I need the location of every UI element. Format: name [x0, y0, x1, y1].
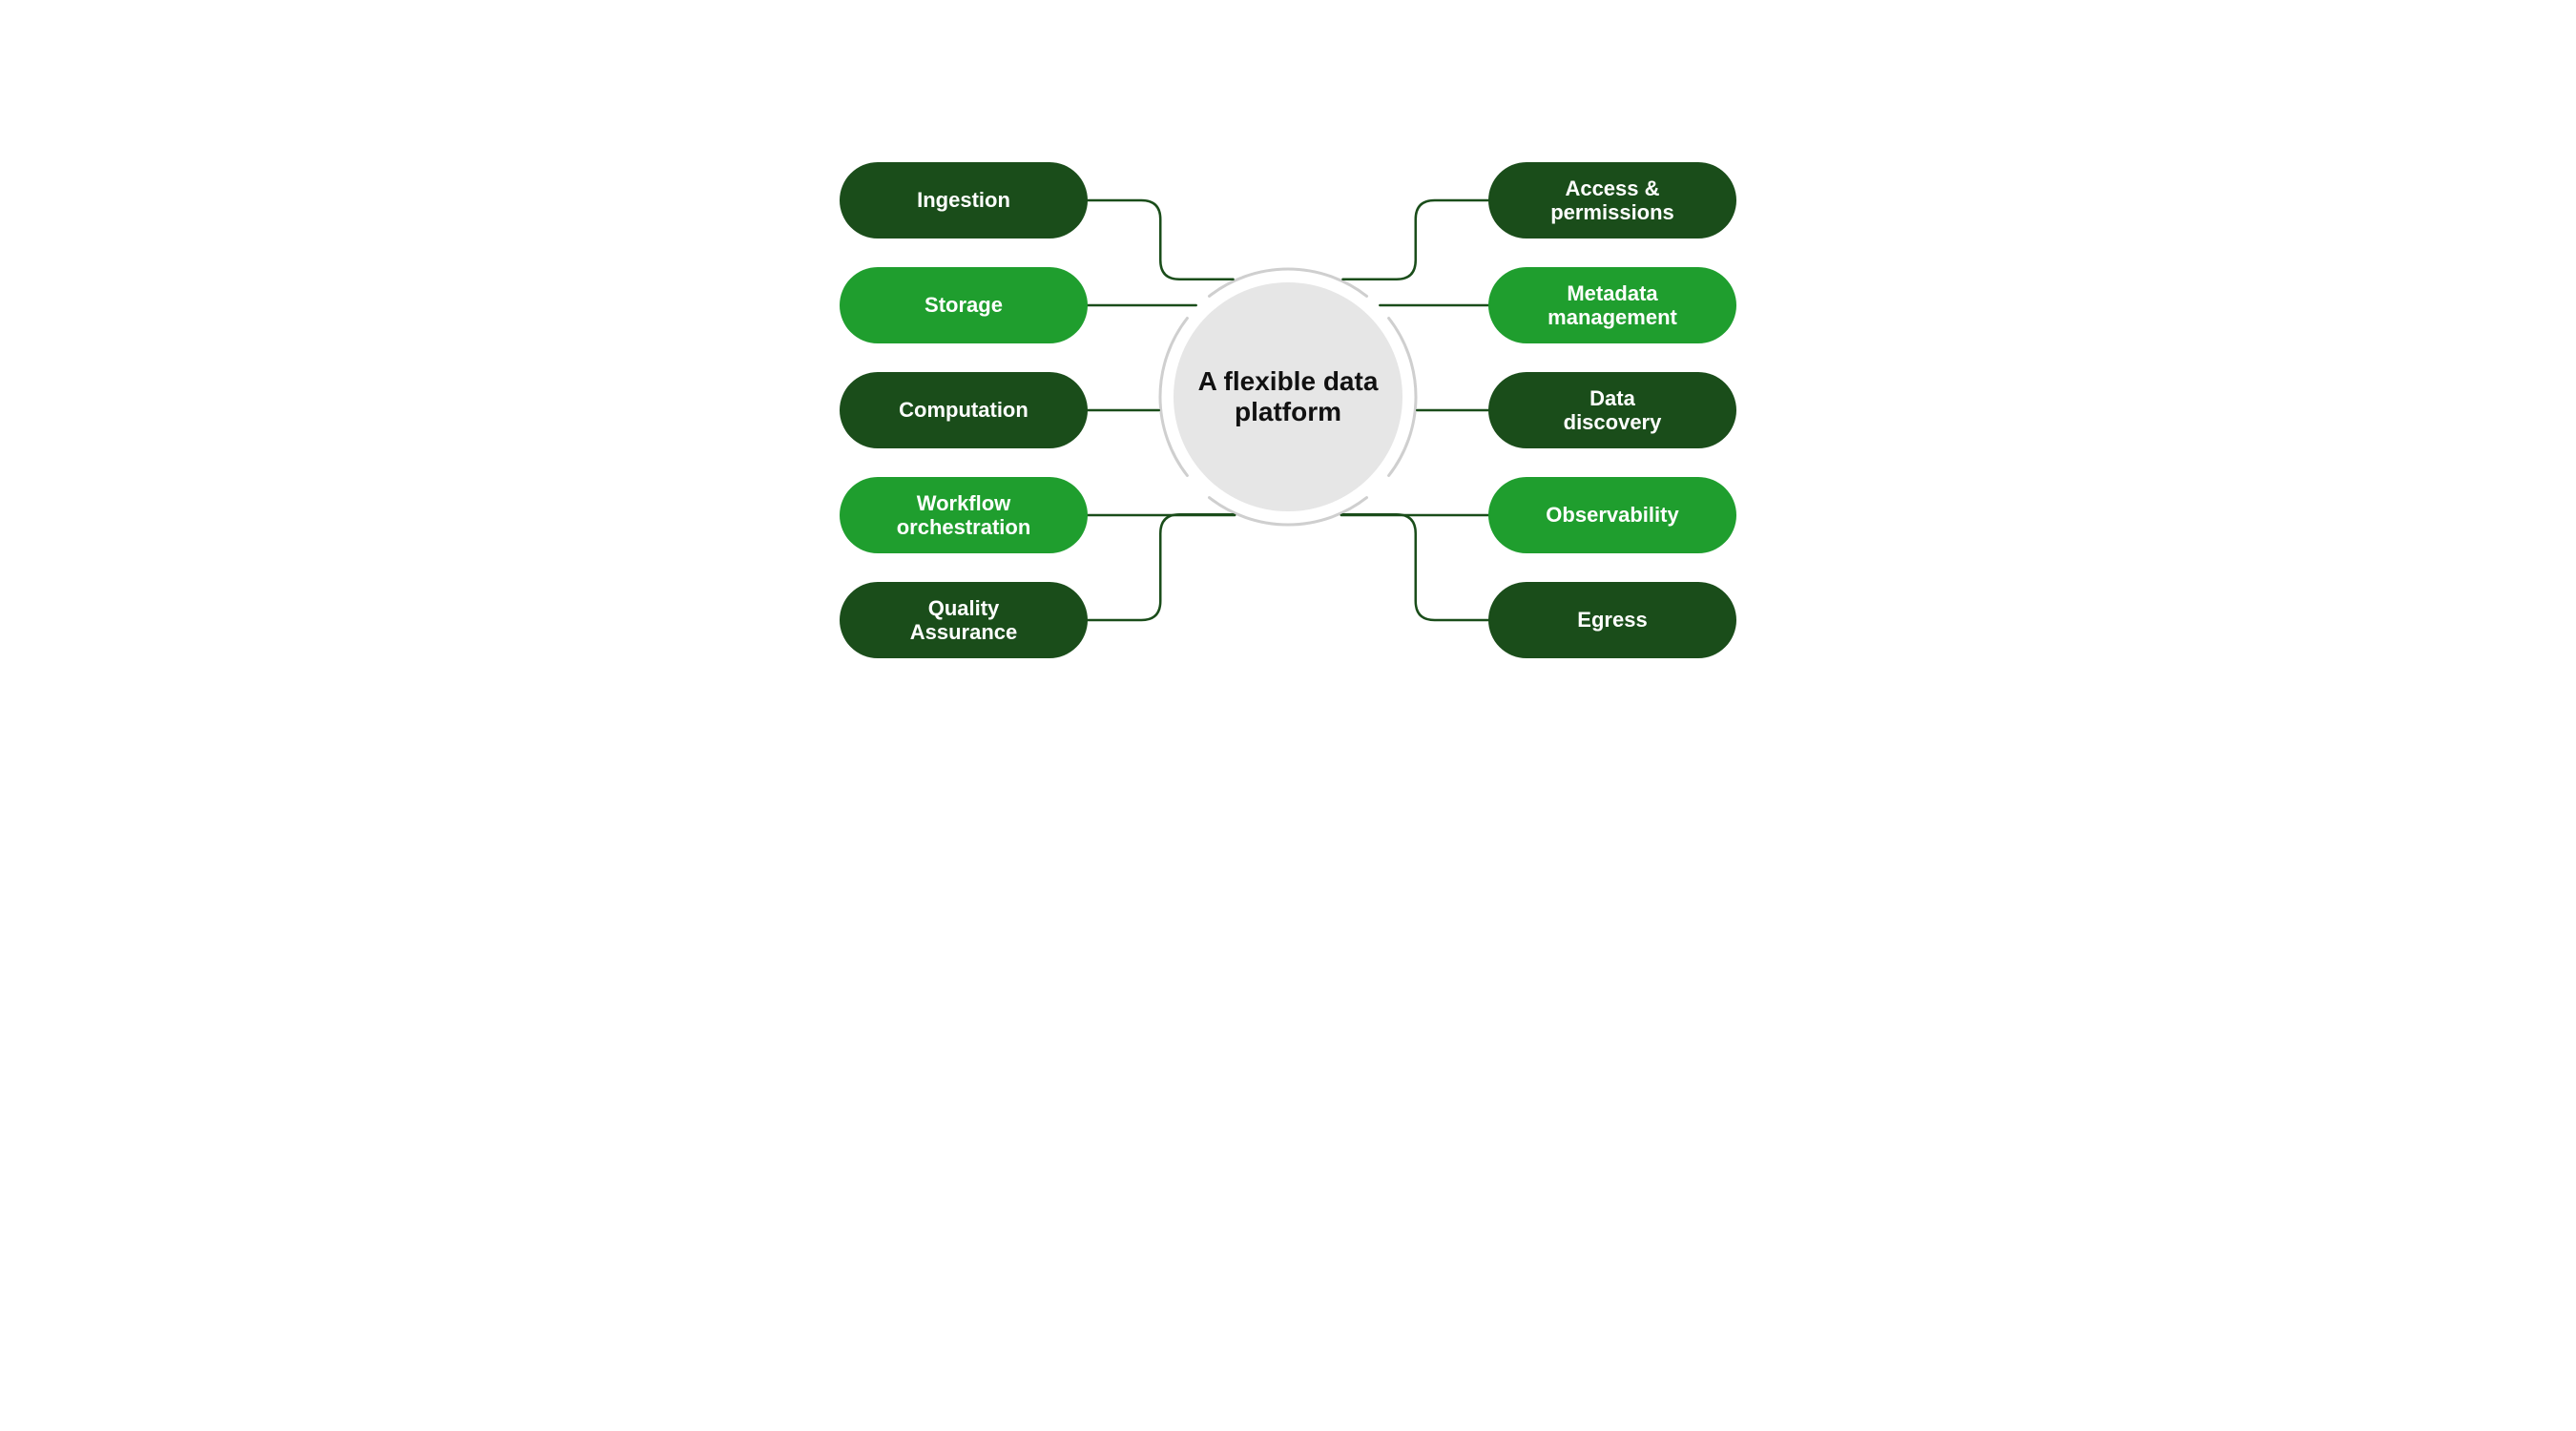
node-egress: Egress — [1488, 582, 1736, 658]
node-ingestion-label: Ingestion — [917, 188, 1010, 212]
node-access-permissions-label: Access & permissions — [1550, 176, 1674, 225]
node-quality-assurance: Quality Assurance — [840, 582, 1088, 658]
node-ingestion: Ingestion — [840, 162, 1088, 238]
hub-label: A flexible data platform — [1174, 366, 1402, 427]
node-quality-assurance-label: Quality Assurance — [910, 596, 1018, 645]
node-workflow-orchestration: Workflow orchestration — [840, 477, 1088, 553]
node-metadata-management-label: Metadata management — [1548, 281, 1677, 330]
node-access-permissions: Access & permissions — [1488, 162, 1736, 238]
node-computation-label: Computation — [899, 398, 1028, 422]
node-observability-label: Observability — [1546, 503, 1678, 527]
node-storage: Storage — [840, 267, 1088, 343]
node-egress-label: Egress — [1577, 608, 1647, 632]
diagram-stage: A flexible data platform Ingestion Storage… — [572, 0, 2004, 795]
node-metadata-management: Metadata management — [1488, 267, 1736, 343]
node-data-discovery: Data discovery — [1488, 372, 1736, 448]
node-storage-label: Storage — [924, 293, 1003, 317]
node-observability: Observability — [1488, 477, 1736, 553]
node-workflow-orchestration-label: Workflow orchestration — [897, 491, 1031, 540]
hub-circle: A flexible data platform — [1174, 282, 1402, 511]
node-data-discovery-label: Data discovery — [1564, 386, 1662, 435]
node-computation: Computation — [840, 372, 1088, 448]
